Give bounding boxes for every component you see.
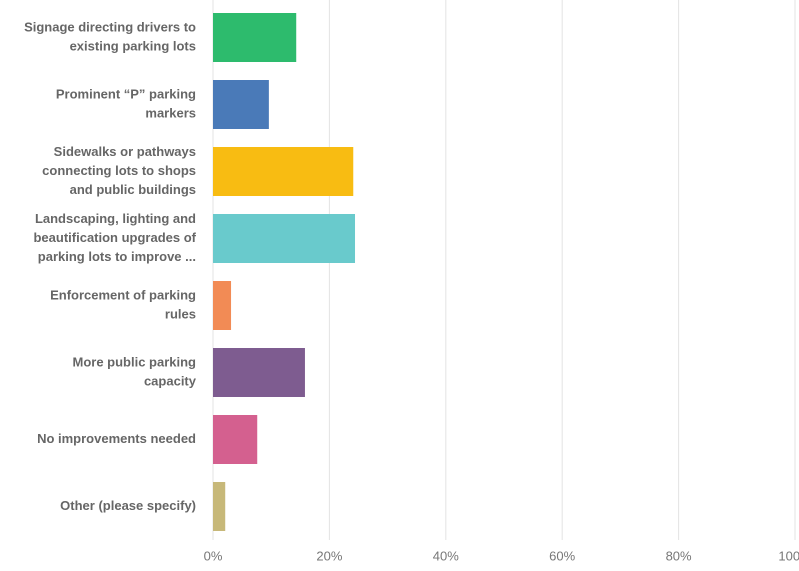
y-tick-label: More public parking [72,354,196,369]
y-tick-label: Prominent “P” parking [56,86,196,101]
y-tick-label: beautification upgrades of [33,230,196,245]
bar [213,348,305,397]
y-tick-label: connecting lots to shops [42,163,196,178]
x-tick-label: 100% [778,548,799,563]
x-tick-label: 0% [204,548,223,563]
y-tick-label: and public buildings [70,182,196,197]
y-tick-label: Landscaping, lighting and [35,211,196,226]
bar [213,147,354,196]
y-tick-label: Enforcement of parking [50,287,196,302]
bar [213,415,258,464]
x-tick-label: 60% [549,548,575,563]
bar [213,482,226,531]
y-tick-label: rules [165,306,196,321]
y-tick-label: existing parking lots [70,38,196,53]
bar [213,13,297,62]
bar [213,281,232,330]
bar [213,80,269,129]
x-tick-label: 40% [433,548,459,563]
y-tick-label: capacity [144,373,197,388]
y-tick-label: Other (please specify) [60,498,196,513]
y-tick-label: parking lots to improve ... [38,249,196,264]
y-tick-label: markers [145,105,196,120]
bar [213,214,356,263]
y-tick-label: Signage directing drivers to [24,19,196,34]
y-tick-label: No improvements needed [37,431,196,446]
x-tick-label: 20% [316,548,342,563]
y-tick-label: Sidewalks or pathways [54,144,196,159]
x-tick-label: 80% [666,548,692,563]
